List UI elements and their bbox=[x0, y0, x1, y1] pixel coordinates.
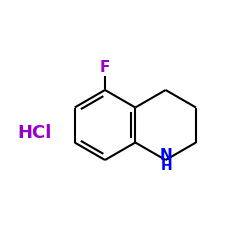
Text: HCl: HCl bbox=[18, 124, 52, 142]
Text: H: H bbox=[160, 158, 172, 172]
Text: N: N bbox=[160, 148, 172, 163]
Text: F: F bbox=[100, 60, 110, 76]
